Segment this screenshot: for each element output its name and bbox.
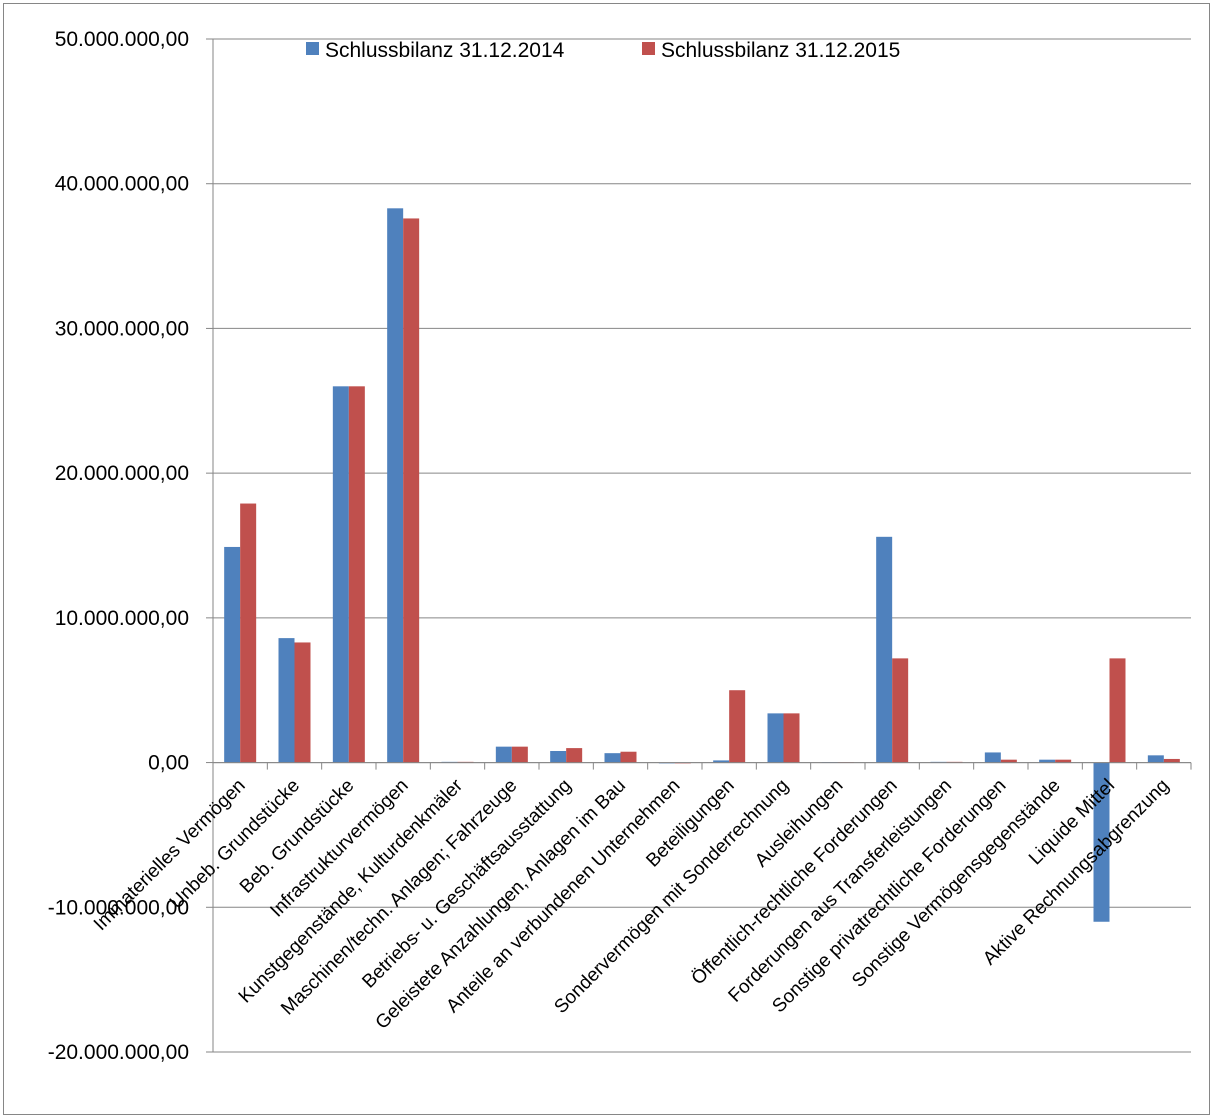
bar-2015	[783, 713, 800, 763]
bar-2014	[713, 760, 730, 763]
bar-2014	[767, 713, 784, 763]
y-tick-label: 40.000.000,00	[55, 173, 189, 196]
legend-item: Schlussbilanz 31.12.2014	[306, 39, 565, 62]
y-tick-label: 0,00	[148, 752, 189, 775]
bar-2014	[984, 752, 1001, 763]
bar-2014	[332, 386, 349, 763]
bar-2015	[1055, 759, 1072, 763]
bar-2015	[348, 386, 365, 763]
y-tick-label: 20.000.000,00	[55, 462, 189, 485]
bar-2014	[1093, 762, 1110, 922]
y-tick-label: -20.000.000,00	[48, 1041, 189, 1064]
bar-2015	[892, 658, 909, 763]
bar-2015	[403, 218, 420, 763]
legend-swatch	[642, 42, 655, 55]
bar-2015	[1000, 759, 1017, 763]
bar-2014	[550, 750, 567, 763]
y-tick-label: 50.000.000,00	[55, 28, 189, 51]
bar-2015	[1109, 658, 1126, 763]
legend-label: Schlussbilanz 31.12.2015	[661, 39, 900, 62]
bar-2015	[620, 751, 637, 763]
x-tick-label: Geleistete Anzahlungen, Anlagen im Bau	[372, 775, 630, 1033]
gridlines	[213, 38, 1191, 1053]
bar-2014	[604, 753, 621, 763]
legend-label: Schlussbilanz 31.12.2014	[325, 39, 565, 62]
bar-2015	[511, 746, 528, 763]
bar-2015	[294, 642, 311, 763]
bar-2014	[1147, 755, 1164, 763]
y-axis-tick-labels: 50.000.000,00 40.000.000,00 30.000.000,00 2…	[48, 28, 189, 1064]
bar-2014	[495, 746, 512, 763]
bar-2015	[240, 503, 257, 763]
chart-frame	[3, 3, 1210, 1115]
bar-2014	[278, 638, 295, 763]
bar-2015	[729, 690, 746, 763]
legend-item: Schlussbilanz 31.12.2015	[642, 39, 900, 62]
bar-2014	[876, 536, 893, 763]
bar-2014	[387, 208, 404, 763]
bar-2015	[566, 748, 583, 763]
y-tick-label: 30.000.000,00	[55, 317, 189, 340]
bar-2014	[224, 546, 241, 763]
legend: Schlussbilanz 31.12.2014 Schlussbilanz 31…	[306, 39, 900, 62]
legend-swatch	[306, 42, 319, 55]
bar-2015	[1163, 758, 1180, 763]
y-tick-label: -10.000.000,00	[48, 896, 189, 919]
bar-2014	[1039, 759, 1056, 763]
bars	[224, 208, 1180, 922]
axes	[206, 38, 1192, 1053]
y-tick-label: 10.000.000,00	[55, 607, 189, 630]
